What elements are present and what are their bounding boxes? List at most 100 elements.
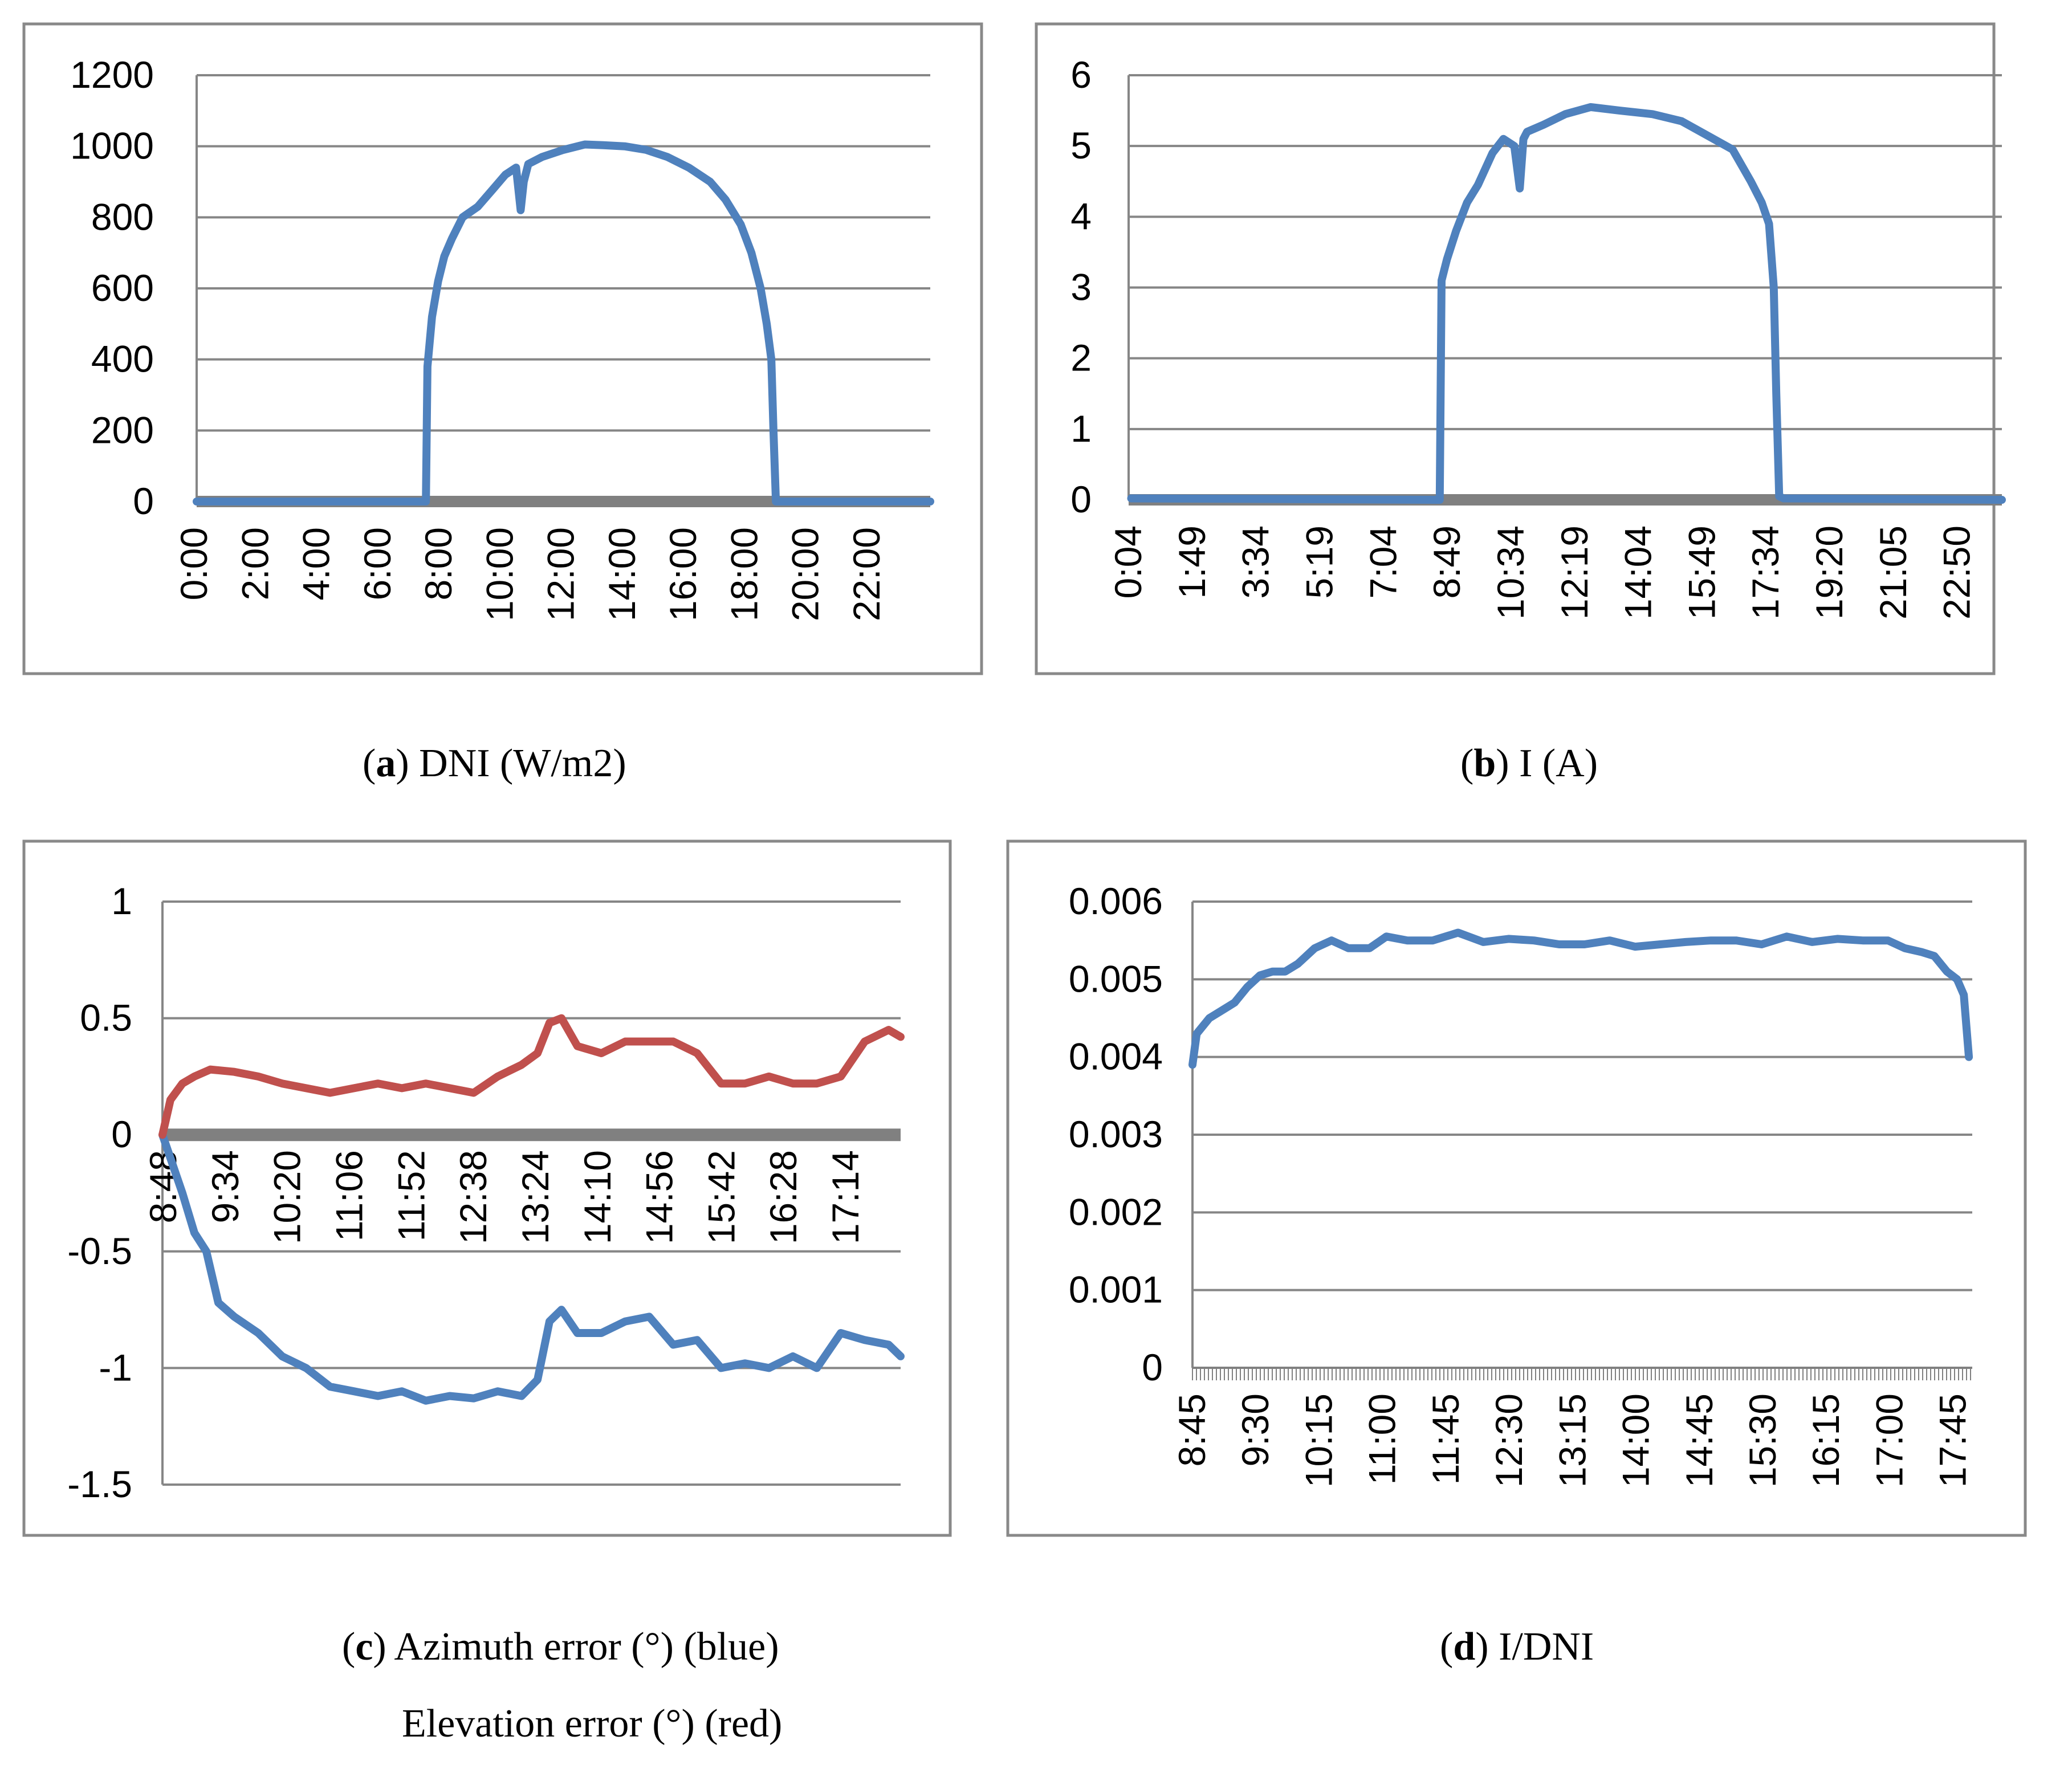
x-tick-label: 12:00: [540, 527, 582, 621]
y-tick-label: 5: [1070, 124, 1092, 166]
y-tick-label: 0: [111, 1113, 132, 1155]
y-tick-label: 4: [1070, 195, 1092, 237]
y-tick-label: 1: [1070, 407, 1092, 450]
y-tick-label: 1200: [70, 54, 154, 96]
series-line-azimuth-error: [158, 1131, 905, 1405]
y-tick-label: 0.5: [80, 997, 132, 1039]
x-tick-label: 8:49: [1426, 525, 1468, 598]
y-tick-label: 0.003: [1069, 1113, 1163, 1155]
caption-c-text-line2: Elevation error (°) (red): [402, 1702, 783, 1746]
chart-panel-c: -1.5-1-0.500.518:48 9:34 10:20 11:06 11:52 12…: [22, 839, 952, 1537]
y-tick-label: 3: [1070, 266, 1092, 308]
x-tick-label: 2:00: [234, 527, 276, 600]
caption-b-text: I (A): [1519, 741, 1598, 785]
x-tick-label: 10:15: [1297, 1393, 1340, 1487]
caption-c-text: Azimuth error (°) (blue): [394, 1625, 779, 1669]
x-tick-label: 21:05: [1872, 525, 1914, 619]
x-tick-label: 10:00: [478, 527, 520, 621]
x-tick-label: 14:04: [1617, 525, 1659, 619]
chart-panel-a: 0 200 400 600 800 1000 1200 0:00 2:00 4:00 6:00 8:0…: [22, 22, 983, 675]
caption-a-text: DNI (W/m2): [419, 741, 626, 785]
y-tick-label: 0.006: [1069, 880, 1163, 922]
y-tick-label: -0.5: [67, 1230, 132, 1272]
x-tick-label: 22:50: [1936, 525, 1978, 619]
x-tick-label: 10:20: [266, 1150, 308, 1244]
x-tick-label: 11:06: [328, 1150, 370, 1241]
x-tick-label: 14:45: [1678, 1393, 1720, 1487]
x-tick-label: 14:56: [638, 1150, 681, 1244]
x-tick-label: 11:52: [390, 1150, 432, 1241]
y-tick-label: 0: [1142, 1346, 1163, 1388]
x-tick-label: 1:49: [1171, 525, 1213, 598]
series-line-elevation-error: [158, 1014, 905, 1139]
x-tick-label: 17:00: [1868, 1393, 1910, 1487]
caption-c-letter: c: [355, 1625, 373, 1669]
caption-b: (b) I (A): [1460, 741, 1598, 785]
caption-d: (d) I/DNI: [1440, 1625, 1594, 1669]
x-tick-label: 16:28: [762, 1150, 804, 1244]
y-tick-label: 6: [1070, 54, 1092, 96]
caption-c-line2: Elevation error (°) (red): [402, 1701, 782, 1747]
y-tick-label: 0.005: [1069, 957, 1163, 1000]
y-tick-label: -1.5: [67, 1463, 132, 1505]
x-tick-label: 9:30: [1234, 1393, 1276, 1466]
series-line-dni: [193, 140, 934, 506]
y-tick-label: 1: [111, 880, 132, 922]
y-tick-label: 0.004: [1069, 1036, 1163, 1078]
y-tick-label: 400: [91, 338, 154, 380]
x-tick-label: 13:15: [1551, 1393, 1593, 1487]
y-tick-label: 0: [1070, 478, 1092, 520]
x-tick-label: 16:15: [1805, 1393, 1847, 1487]
y-tick-label: 800: [91, 195, 154, 238]
x-tick-label: 8:00: [417, 527, 459, 600]
y-tick-label: 0.002: [1069, 1191, 1163, 1233]
x-tick-label: 11:00: [1361, 1393, 1403, 1485]
x-tick-label: 3:34: [1235, 525, 1277, 598]
x-tick-label: 12:19: [1553, 525, 1595, 619]
x-tick-label: 13:24: [514, 1150, 556, 1244]
x-tick-label: 15:30: [1741, 1393, 1784, 1487]
series-line-i-dni: [1188, 928, 1973, 1069]
x-tick-label: 12:30: [1488, 1393, 1530, 1487]
y-tick-label: 2: [1070, 337, 1092, 379]
x-tick-label: 5:19: [1298, 525, 1340, 598]
y-tick-label: 200: [91, 409, 154, 451]
x-tick-label: 18:00: [723, 527, 765, 621]
x-tick-label: 6:00: [356, 527, 398, 600]
caption-b-letter: b: [1473, 741, 1496, 785]
x-tick-label: 0:04: [1107, 525, 1149, 598]
chart-panel-b: 0 1 2 3 4 5 6 0:04 1:49 3:34 5:19 7:04 8:49 10:34 12:1…: [1035, 22, 2006, 675]
x-tick-label: 19:20: [1808, 525, 1850, 619]
x-tick-label: 14:00: [601, 527, 643, 621]
x-tick-label: 20:00: [784, 527, 827, 621]
y-tick-label: 0.001: [1069, 1269, 1163, 1311]
x-tick-label: 8:45: [1171, 1393, 1213, 1466]
chart-frame-d: [1006, 839, 2027, 1537]
caption-c: (c) Azimuth error (°) (blue): [342, 1625, 779, 1669]
x-tick-label: 22:00: [845, 527, 888, 621]
x-tick-label: 10:34: [1489, 525, 1532, 619]
x-tick-label: 17:34: [1744, 525, 1786, 619]
caption-a-letter: a: [376, 741, 396, 785]
chart-panel-d: 0 0.001 0.002 0.003 0.004 0.005 0.006 8:45 9:30 1…: [1006, 839, 2027, 1537]
x-tick-label: 12:38: [452, 1150, 494, 1244]
chart-frame-b: [1035, 22, 1996, 675]
x-tick-label: 4:00: [295, 527, 337, 600]
chart-frame-a: [22, 22, 983, 675]
x-tick-label: 7:04: [1362, 525, 1404, 598]
x-tick-label: 9:34: [204, 1150, 246, 1223]
x-tick-label: 11:45: [1424, 1393, 1467, 1485]
series-line-i: [1127, 103, 2006, 504]
x-tick-label: 15:49: [1680, 525, 1723, 619]
y-tick-label: 600: [91, 267, 154, 309]
x-tick-label: 15:42: [700, 1150, 742, 1244]
y-tick-label: 1000: [70, 125, 154, 167]
x-tick-label: 0:00: [173, 527, 215, 600]
x-tick-label: 16:00: [662, 527, 704, 621]
x-tick-label: 17:14: [824, 1150, 866, 1244]
x-tick-label: 17:45: [1932, 1393, 1974, 1487]
x-tick-label: 14:00: [1615, 1393, 1657, 1487]
caption-a: (a) DNI (W/m2): [363, 741, 626, 785]
caption-d-text: I/DNI: [1499, 1625, 1594, 1669]
